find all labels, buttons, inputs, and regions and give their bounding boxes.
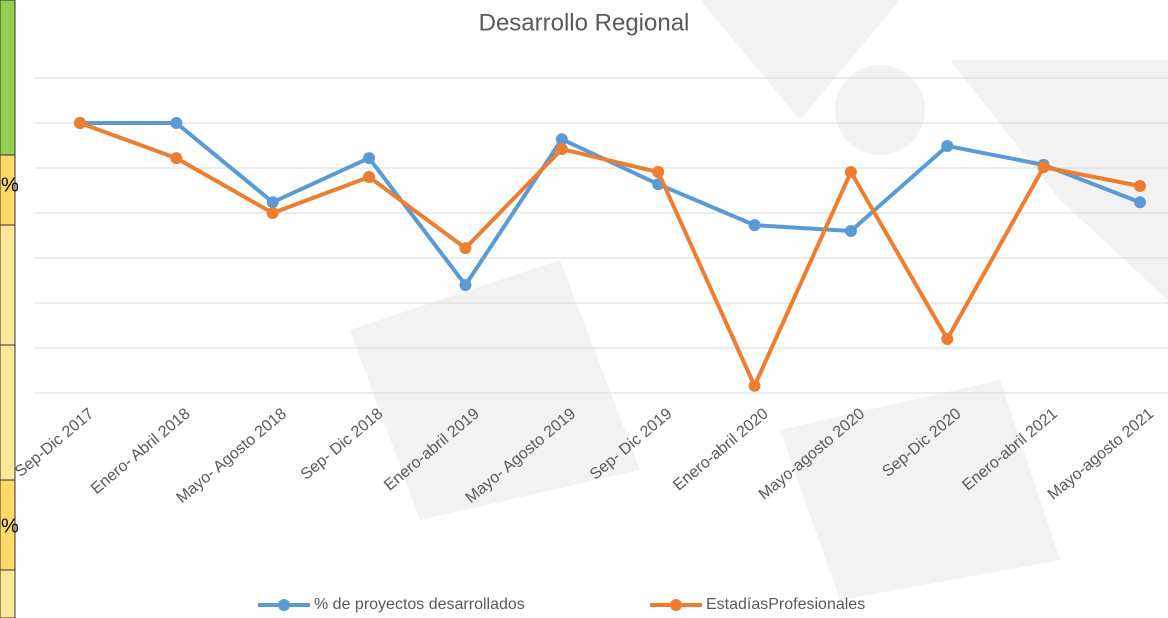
data-point	[748, 379, 761, 392]
data-point	[844, 166, 857, 179]
data-point	[844, 225, 857, 237]
side-cell-green	[0, 0, 16, 156]
side-cell	[0, 224, 16, 346]
x-tick-label: Sep- Dic 2018	[298, 405, 387, 483]
data-point	[1134, 196, 1146, 209]
data-point	[459, 242, 472, 255]
data-point	[748, 219, 761, 232]
legend-marker	[670, 599, 682, 611]
data-point	[363, 152, 376, 165]
background-shapes	[350, 0, 1168, 600]
data-point	[941, 139, 954, 152]
data-point	[652, 166, 665, 179]
legend-label: EstadíasProfesionales	[706, 596, 865, 613]
data-point	[363, 171, 376, 183]
data-point	[74, 117, 86, 129]
data-point	[1134, 180, 1146, 192]
data-point	[170, 117, 183, 129]
data-point	[555, 133, 568, 146]
data-point	[266, 196, 279, 209]
legend-label: % de proyectos desarrollados	[314, 596, 525, 613]
data-point	[1037, 161, 1050, 174]
x-tick-label: Enero- Abril 2018	[88, 405, 194, 498]
x-tick-label: Sep-Dic 2017	[12, 405, 97, 480]
x-tick-label: Enero-abril 2020	[670, 405, 772, 494]
side-text: %	[1, 515, 19, 537]
data-point	[555, 143, 568, 156]
data-point	[941, 333, 954, 345]
data-point	[170, 152, 183, 165]
series-line	[79, 121, 1141, 388]
legend-marker	[278, 599, 290, 611]
x-tick-label: Mayo-agosto 2021	[1045, 405, 1158, 503]
data-point	[459, 279, 472, 291]
side-cell	[0, 569, 16, 618]
chart-title: Desarrollo Regional	[479, 9, 690, 36]
data-point	[266, 207, 279, 219]
series-line	[80, 121, 1141, 287]
side-text: %	[1, 174, 19, 196]
side-cell	[0, 344, 16, 481]
